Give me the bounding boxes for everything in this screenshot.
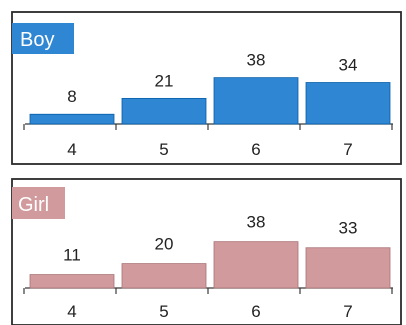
girl-bar-7	[305, 247, 391, 289]
boy-value-label-7: 34	[339, 56, 358, 75]
girl-x-tick-label-6: 6	[251, 302, 260, 321]
boy-bar-6	[213, 77, 299, 125]
girl-value-label-6: 38	[247, 213, 266, 232]
girl-bar-5	[121, 263, 207, 289]
boy-x-tick-label-4: 4	[67, 140, 76, 159]
girl-bar-4	[29, 274, 115, 289]
boy-bar-4	[29, 113, 115, 125]
girl-x-tick-label-4: 4	[67, 302, 76, 321]
boy-x-tick-label-5: 5	[159, 140, 168, 159]
boy-value-label-4: 8	[67, 87, 76, 106]
girl-bar-6	[213, 241, 299, 289]
girl-bars-group: 11 4 20 5 38 6 33 7	[23, 213, 393, 321]
girl-chart-title: Girl	[18, 194, 49, 216]
girl-x-tick-label-5: 5	[159, 302, 168, 321]
girl-chart-panel: Girl 11 4 20 5 38 6 33 7	[11, 178, 402, 325]
boy-bar-7	[305, 82, 391, 125]
boy-chart-panel: Boy 8 4 21 5 38 6 34 7	[11, 11, 402, 165]
boy-title-badge	[12, 23, 74, 54]
boy-x-tick-label-6: 6	[251, 140, 260, 159]
girl-x-tick-label-7: 7	[343, 302, 352, 321]
girl-value-label-7: 33	[339, 219, 358, 238]
girl-value-label-5: 20	[155, 235, 174, 254]
boy-x-tick-label-7: 7	[343, 140, 352, 159]
girl-title-badge	[12, 187, 65, 219]
boy-bar-5	[121, 97, 207, 125]
boy-bars-group: 8 4 21 5 38 6 34 7	[23, 51, 393, 159]
boy-value-label-5: 21	[155, 71, 174, 90]
girl-value-label-4: 11	[63, 246, 81, 265]
boy-chart-title: Boy	[20, 29, 54, 51]
boy-value-label-6: 38	[247, 51, 266, 70]
